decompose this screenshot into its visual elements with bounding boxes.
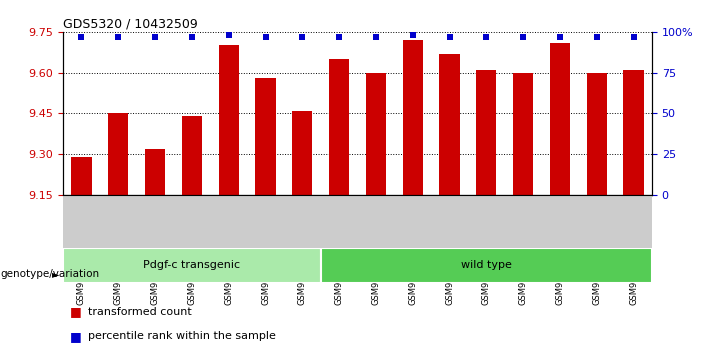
Bar [292, 110, 313, 195]
Point [297, 34, 308, 40]
Bar [550, 43, 570, 195]
Point [186, 34, 198, 40]
Bar [145, 149, 165, 195]
Text: genotype/variation: genotype/variation [0, 269, 99, 279]
Point [113, 34, 124, 40]
Bar [255, 78, 275, 195]
Bar [108, 113, 128, 195]
Point [407, 32, 418, 38]
Point [444, 34, 455, 40]
Point [481, 34, 492, 40]
Bar [63, 248, 320, 283]
Point [370, 34, 381, 40]
Bar [72, 157, 92, 195]
Point [628, 34, 639, 40]
Point [591, 34, 602, 40]
Text: Pdgf-c transgenic: Pdgf-c transgenic [143, 261, 240, 270]
Text: ►: ► [52, 269, 60, 279]
Point [149, 34, 161, 40]
Point [260, 34, 271, 40]
Point [334, 34, 345, 40]
Point [517, 34, 529, 40]
Text: GDS5320 / 10432509: GDS5320 / 10432509 [63, 18, 198, 31]
Bar [320, 248, 652, 283]
Bar [402, 40, 423, 195]
Bar [440, 53, 460, 195]
Bar [476, 70, 496, 195]
Bar [182, 116, 202, 195]
Point [76, 34, 87, 40]
Point [554, 34, 566, 40]
Text: percentile rank within the sample: percentile rank within the sample [88, 331, 275, 341]
Text: transformed count: transformed count [88, 307, 191, 316]
Text: wild type: wild type [461, 261, 512, 270]
Bar [513, 73, 533, 195]
Bar [219, 45, 239, 195]
Text: ■: ■ [70, 305, 82, 318]
Point [223, 32, 234, 38]
Bar [366, 73, 386, 195]
Text: ■: ■ [70, 330, 82, 343]
Bar [623, 70, 644, 195]
Bar [329, 59, 349, 195]
Bar [587, 73, 607, 195]
